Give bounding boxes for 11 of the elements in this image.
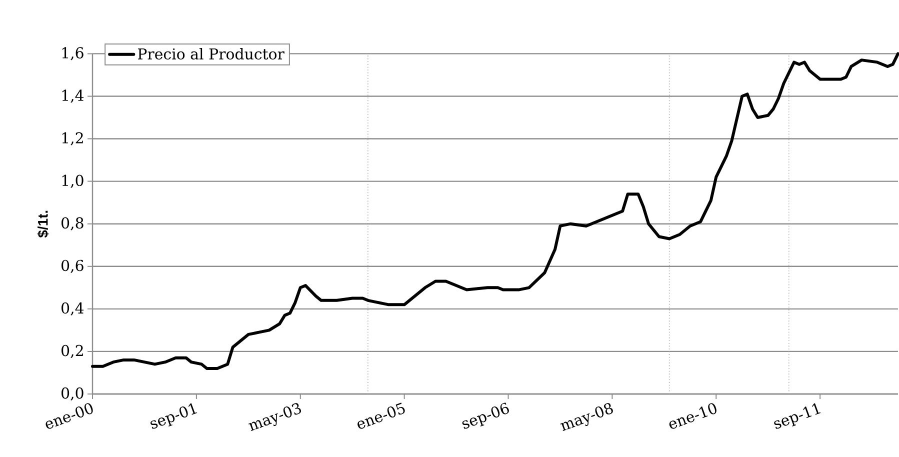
y-tick-label: 0,6 [62,260,84,273]
y-tick-label: 1,4 [62,90,84,103]
y-tick-label: 0,2 [62,344,83,358]
y-tick-label: 0,0 [62,387,84,401]
y-tick-label: 0,4 [62,302,84,316]
y-axis-title: $/1t. [37,210,49,238]
legend-label: Precio al Productor [138,48,284,60]
y-tick-label: 0,8 [62,217,84,230]
y-tick-label: 1,6 [62,47,84,60]
y-tick-label: 1,0 [62,174,84,188]
y-tick-label: 1,2 [62,132,83,146]
